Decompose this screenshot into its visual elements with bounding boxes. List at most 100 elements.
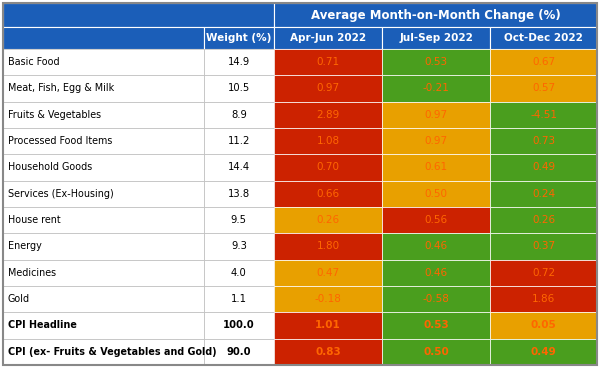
Bar [274,154,382,181]
Bar [490,75,597,102]
Text: -0.21: -0.21 [422,84,449,93]
Text: 0.97: 0.97 [316,84,340,93]
Bar [274,339,382,365]
Bar [382,233,490,260]
Text: 0.05: 0.05 [530,321,556,330]
Text: 0.66: 0.66 [316,189,340,199]
Bar [3,181,204,207]
Text: Apr-Jun 2022: Apr-Jun 2022 [290,33,366,43]
Text: 9.5: 9.5 [231,215,247,225]
Bar [490,181,597,207]
Text: 10.5: 10.5 [227,84,250,93]
Bar [382,102,490,128]
Text: Meat, Fish, Egg & Milk: Meat, Fish, Egg & Milk [8,84,114,93]
Bar [490,286,597,312]
Text: Medicines: Medicines [8,268,56,278]
Bar [490,154,597,181]
Text: 0.97: 0.97 [424,110,448,120]
Bar [490,260,597,286]
Text: 1.01: 1.01 [315,321,341,330]
Bar [3,102,204,128]
Text: 0.37: 0.37 [532,241,555,251]
Bar [274,286,382,312]
Text: 0.53: 0.53 [424,57,448,67]
Bar [274,75,382,102]
Bar [204,75,274,102]
Text: 0.97: 0.97 [424,136,448,146]
Text: Fruits & Vegetables: Fruits & Vegetables [8,110,101,120]
Text: 1.86: 1.86 [532,294,555,304]
Bar [382,75,490,102]
Bar [3,75,204,102]
Bar [274,181,382,207]
Bar [274,128,382,154]
Bar [490,207,597,233]
Text: 100.0: 100.0 [223,321,254,330]
Bar [382,260,490,286]
Bar [274,312,382,339]
Text: 0.56: 0.56 [424,215,448,225]
Text: CPI Headline: CPI Headline [8,321,77,330]
Text: Services (Ex-Housing): Services (Ex-Housing) [8,189,114,199]
Text: 14.9: 14.9 [227,57,250,67]
Bar [382,312,490,339]
Bar [3,286,204,312]
Text: 1.1: 1.1 [231,294,247,304]
Bar [490,312,597,339]
Text: 14.4: 14.4 [228,163,250,173]
Bar [274,49,382,75]
Text: -0.58: -0.58 [422,294,449,304]
Text: 0.49: 0.49 [532,163,555,173]
Text: 1.08: 1.08 [316,136,340,146]
Text: Processed Food Items: Processed Food Items [8,136,112,146]
Bar [204,312,274,339]
Bar [204,154,274,181]
Bar [274,233,382,260]
Bar [274,102,382,128]
Text: 4.0: 4.0 [231,268,247,278]
Bar [3,128,204,154]
Text: Oct-Dec 2022: Oct-Dec 2022 [504,33,583,43]
Text: 0.67: 0.67 [532,57,555,67]
Bar [3,312,204,339]
Bar [490,339,597,365]
Bar [204,102,274,128]
Text: House rent: House rent [8,215,61,225]
Bar [204,260,274,286]
Text: Household Goods: Household Goods [8,163,92,173]
Text: 8.9: 8.9 [231,110,247,120]
Text: 0.83: 0.83 [315,347,341,357]
Bar [382,207,490,233]
Text: Average Month-on-Month Change (%): Average Month-on-Month Change (%) [311,8,560,21]
Bar [3,233,204,260]
Text: 0.72: 0.72 [532,268,555,278]
Text: 0.61: 0.61 [424,163,448,173]
Text: 11.2: 11.2 [227,136,250,146]
Text: 0.46: 0.46 [424,268,448,278]
Text: 0.53: 0.53 [423,321,449,330]
Text: Jul-Sep 2022: Jul-Sep 2022 [399,33,473,43]
Bar [490,233,597,260]
Bar [274,3,597,27]
Text: 0.26: 0.26 [532,215,555,225]
Bar [382,181,490,207]
Text: CPI (ex- Fruits & Vegetables and Gold): CPI (ex- Fruits & Vegetables and Gold) [8,347,217,357]
Bar [490,128,597,154]
Bar [382,286,490,312]
Bar [382,128,490,154]
Bar [204,286,274,312]
Text: 0.47: 0.47 [316,268,340,278]
Text: 13.8: 13.8 [228,189,250,199]
Bar [204,128,274,154]
Text: 0.46: 0.46 [424,241,448,251]
Text: 0.50: 0.50 [425,189,448,199]
Bar [490,102,597,128]
Text: 0.57: 0.57 [532,84,555,93]
Bar [274,27,382,49]
Bar [204,27,274,49]
Text: 0.71: 0.71 [316,57,340,67]
Text: Basic Food: Basic Food [8,57,59,67]
Bar [204,233,274,260]
Text: -4.51: -4.51 [530,110,557,120]
Text: 0.73: 0.73 [532,136,555,146]
